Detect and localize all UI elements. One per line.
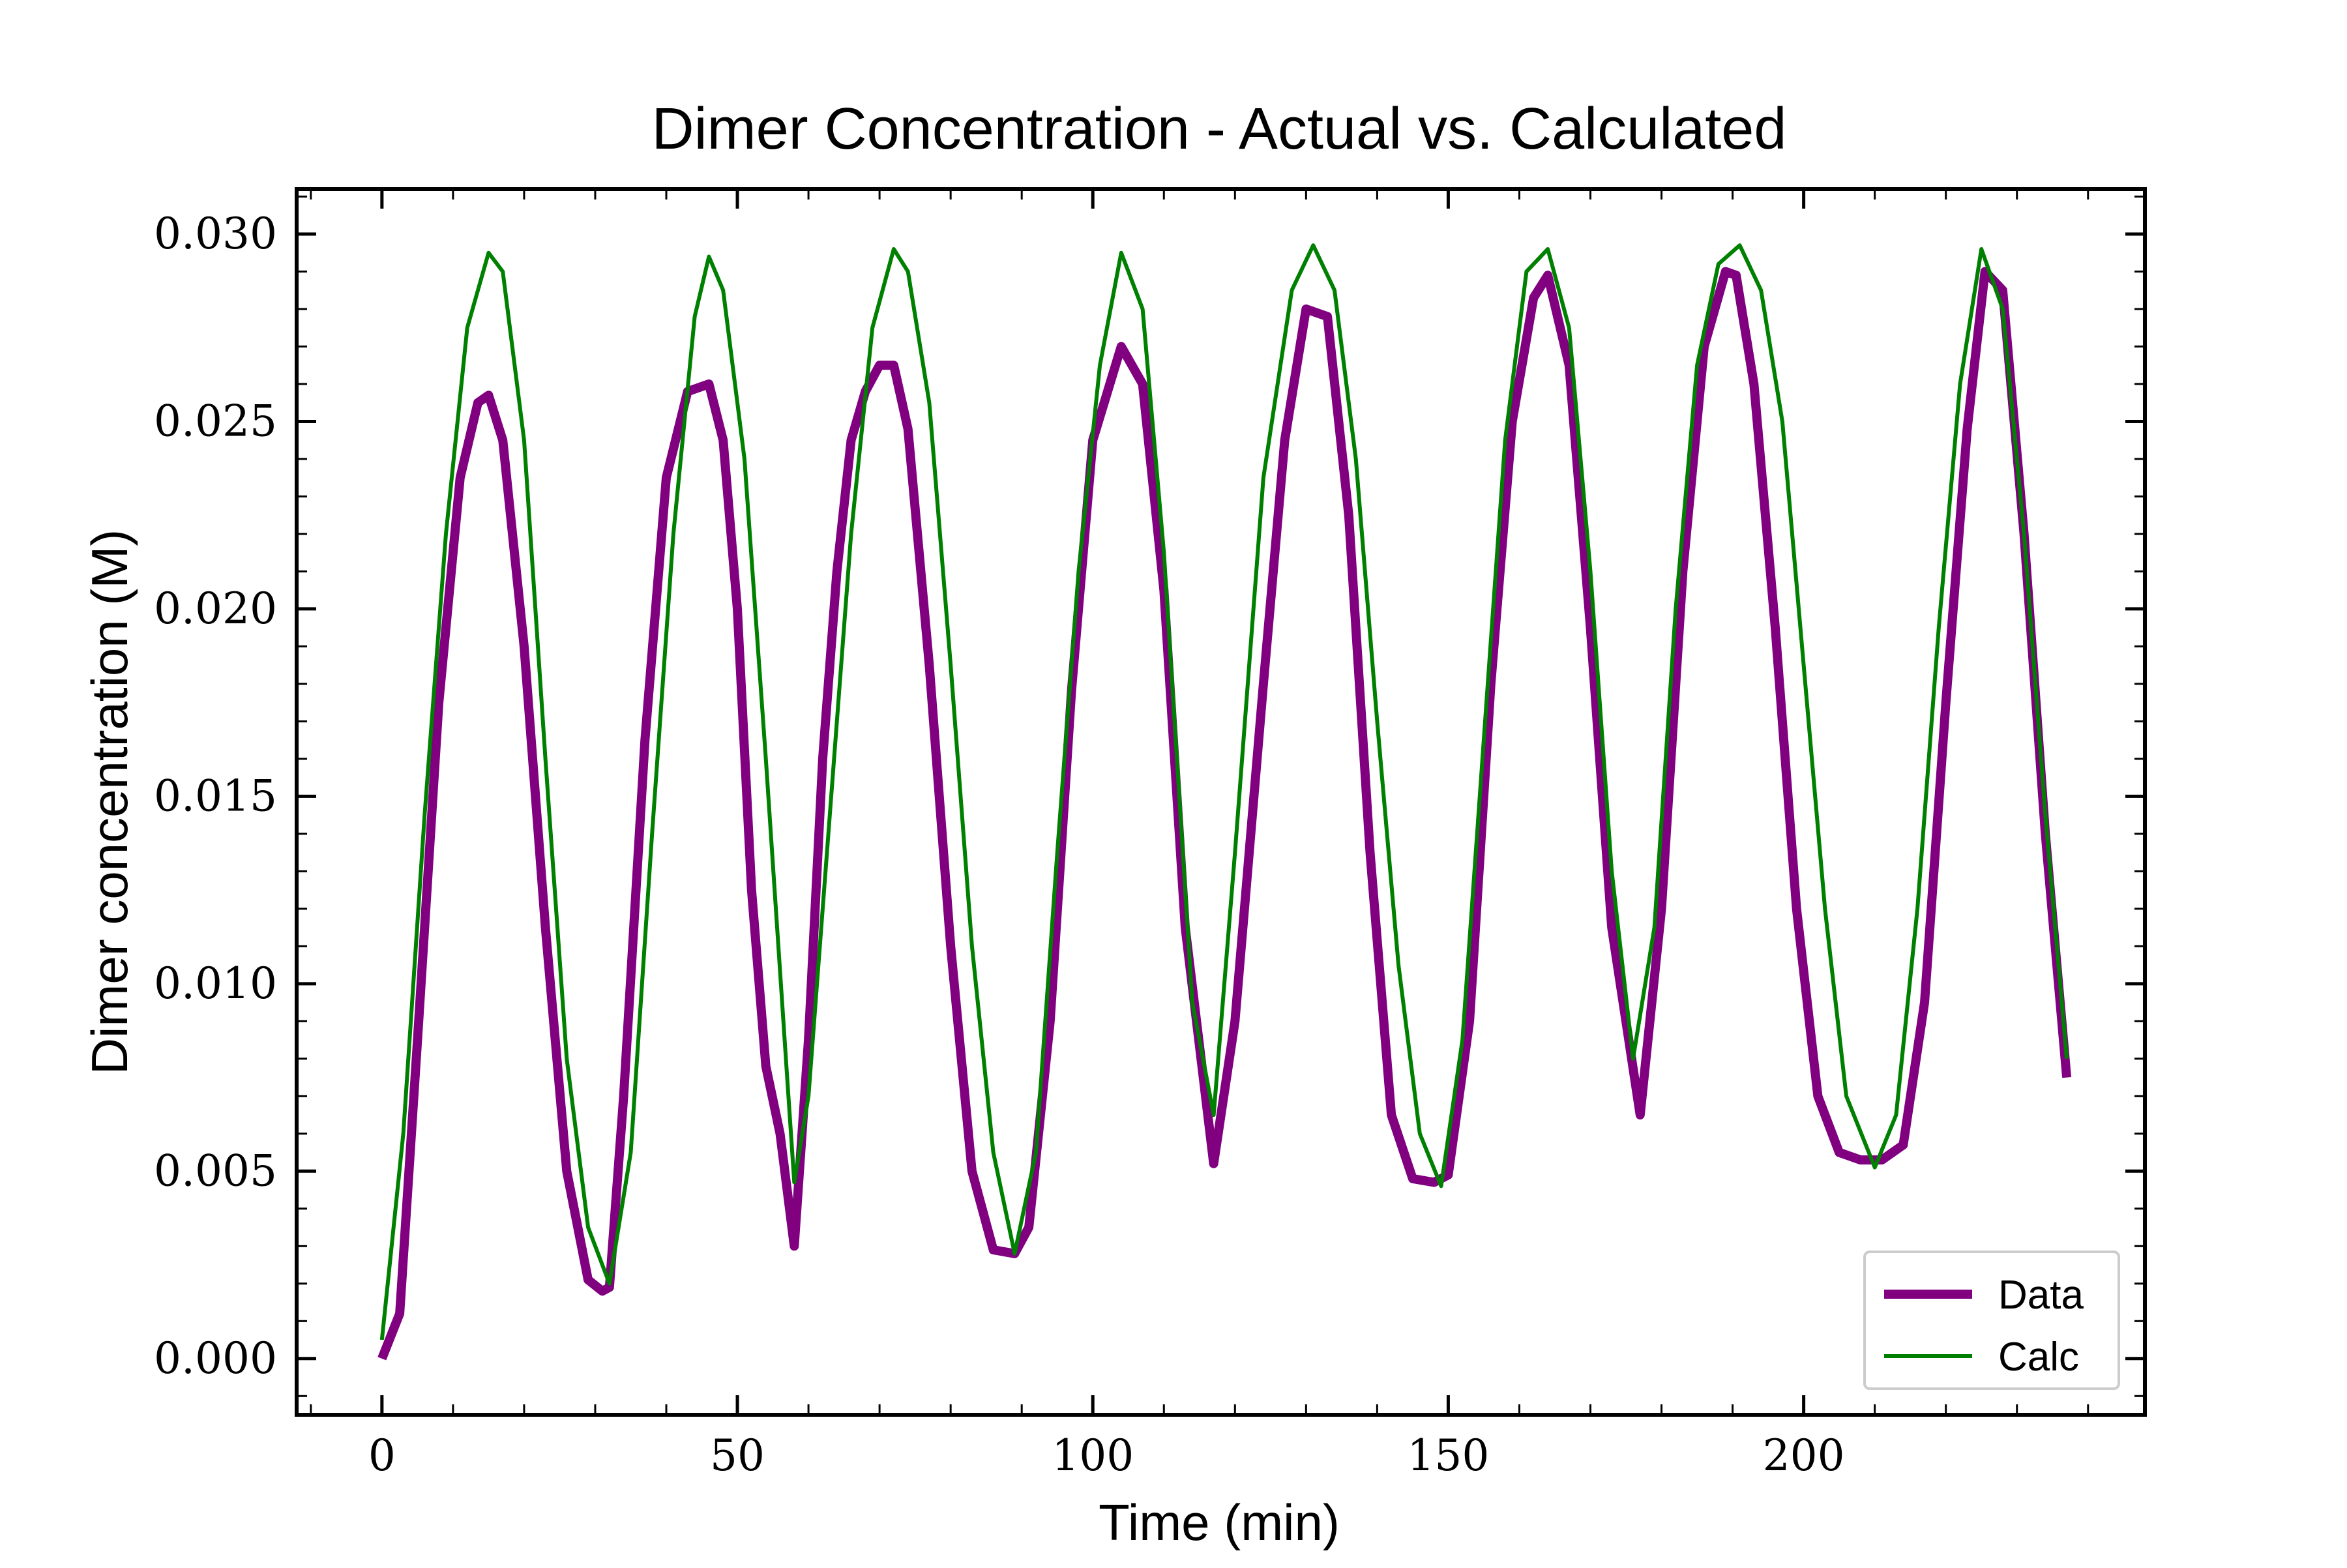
series-line-calc — [379, 243, 2069, 1340]
x-tick-label: 200 — [1763, 1430, 1845, 1481]
plot-area: 0 50 100 150 200 0.000 0.005 0.010 0.015 0.020 0.0… — [154, 187, 2147, 1481]
x-tick-label: 0 — [368, 1430, 396, 1481]
axes-frame — [295, 187, 2147, 1417]
chart-title: Dimer Concentration - Actual vs. Calcula… — [652, 96, 1787, 162]
legend-label-calc: Calc — [1998, 1335, 2079, 1380]
series-line-data — [377, 267, 2072, 1361]
legend-label-data: Data — [1998, 1273, 2084, 1318]
y-axis-label: Dimer concentration (M) — [81, 529, 138, 1075]
x-tick-label: 50 — [710, 1430, 765, 1481]
y-tick-label: 0.005 — [154, 1146, 277, 1196]
y-tick-label: 0.000 — [154, 1333, 277, 1383]
x-tick-label: 100 — [1052, 1430, 1134, 1481]
y-tick-label: 0.020 — [154, 584, 277, 634]
y-tick-label: 0.010 — [154, 958, 277, 1009]
x-tick-label: 150 — [1407, 1430, 1489, 1481]
y-tick-label: 0.030 — [154, 209, 277, 259]
x-axis-label: Time (min) — [1099, 1494, 1340, 1551]
y-tick-label: 0.025 — [154, 396, 277, 446]
y-tick-label: 0.015 — [154, 771, 277, 821]
